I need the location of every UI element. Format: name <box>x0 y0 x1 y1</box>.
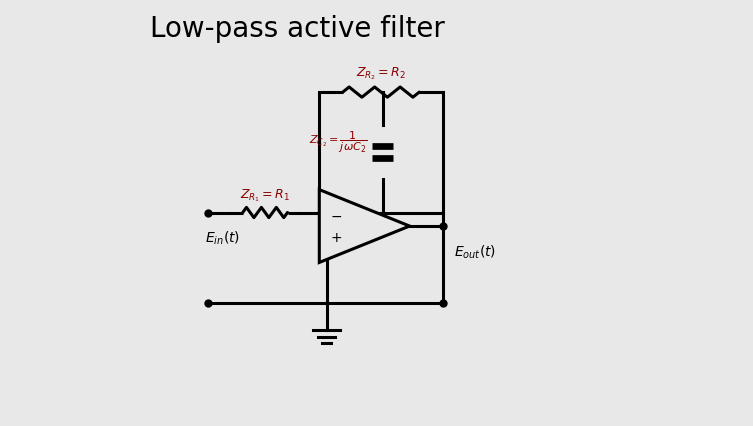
Text: $+$: $+$ <box>330 230 343 245</box>
Text: Low-pass active filter: Low-pass active filter <box>150 15 445 43</box>
Polygon shape <box>319 190 410 263</box>
Text: $E_{out}(t)$: $E_{out}(t)$ <box>453 243 495 260</box>
Text: $E_{in}(t)$: $E_{in}(t)$ <box>205 230 240 247</box>
Text: $-$: $-$ <box>330 208 343 222</box>
Text: $Z_{R_2} = R_2$: $Z_{R_2} = R_2$ <box>356 66 406 82</box>
Text: $Z_{R_1} = R_1$: $Z_{R_1} = R_1$ <box>240 187 290 203</box>
Text: $Z_{C_2} = \dfrac{1}{j\omega C_2}$: $Z_{C_2} = \dfrac{1}{j\omega C_2}$ <box>309 130 367 155</box>
